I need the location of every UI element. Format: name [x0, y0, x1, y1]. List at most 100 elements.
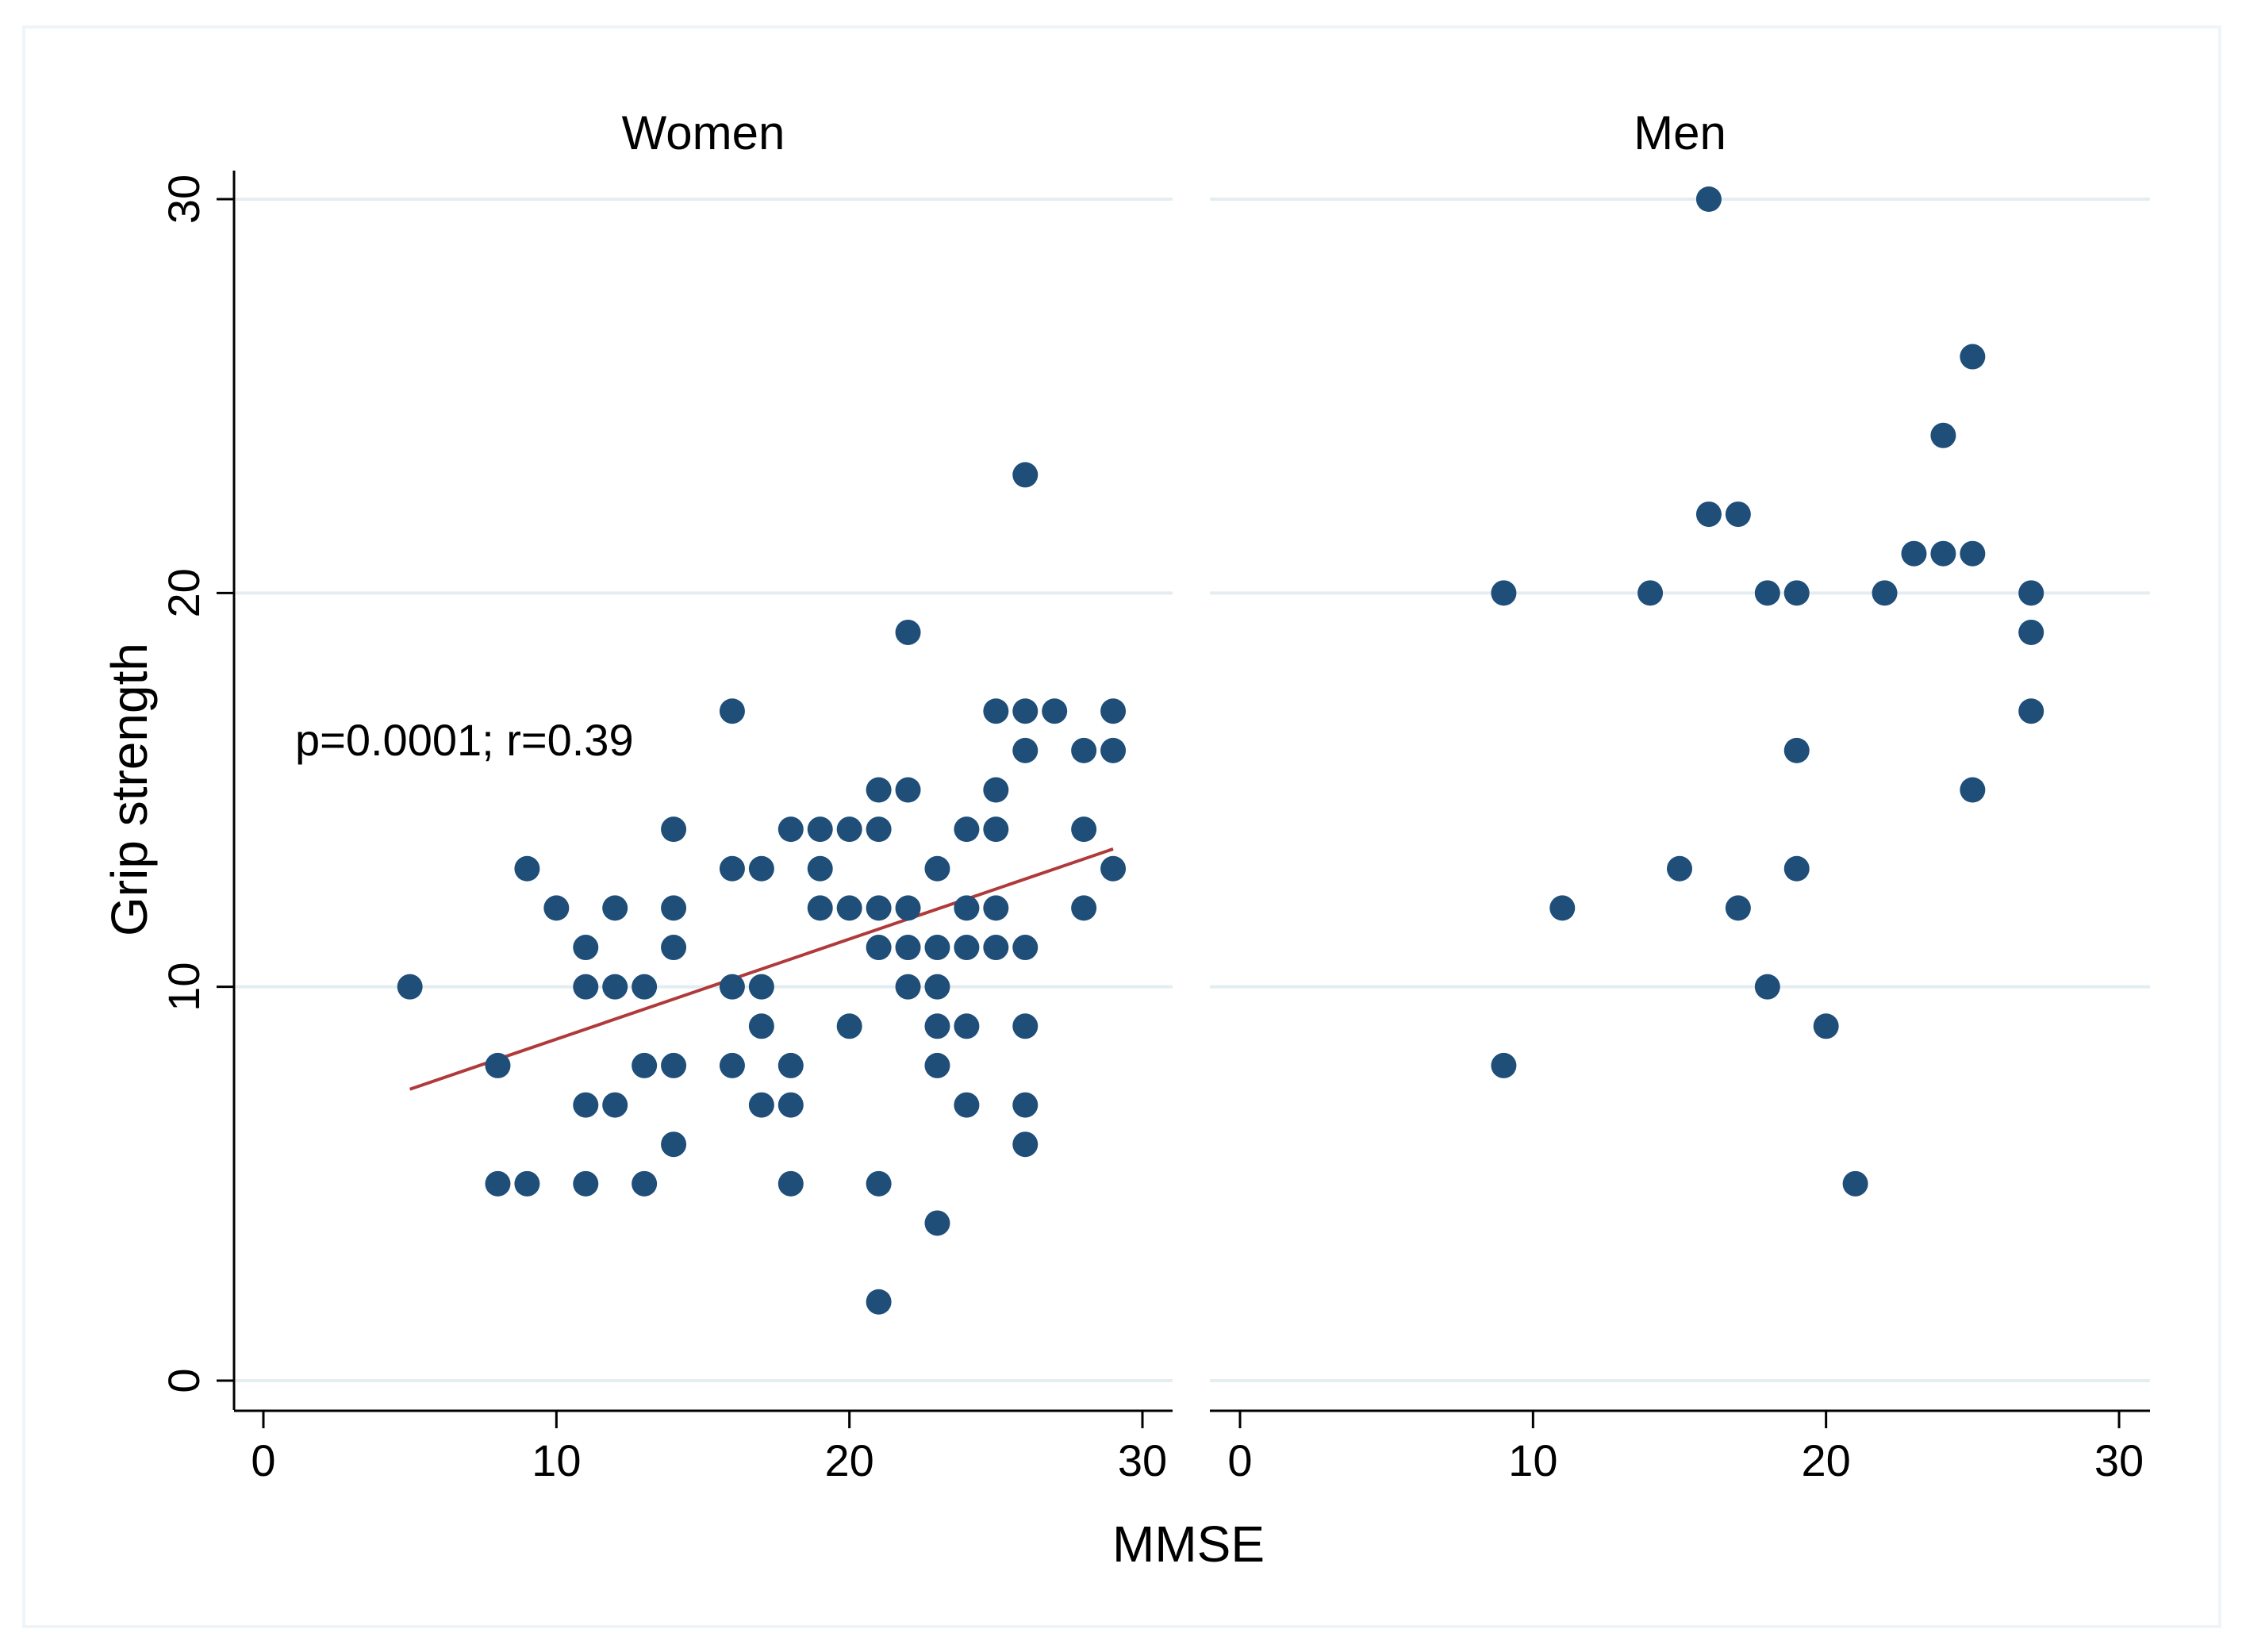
data-point	[514, 1170, 540, 1197]
data-point	[924, 1013, 950, 1039]
data-point	[777, 1052, 804, 1078]
data-point	[748, 1092, 774, 1118]
data-point	[1100, 855, 1127, 882]
data-point	[573, 1170, 599, 1197]
data-point	[485, 1170, 511, 1197]
data-point	[397, 974, 423, 1000]
panel-title-men: Men	[1634, 106, 1726, 159]
data-point	[866, 935, 892, 961]
data-point	[1637, 580, 1664, 606]
panel-title-women: Women	[622, 106, 785, 159]
data-point	[602, 1092, 628, 1118]
panel-women: Women 0 10 20 30 0 10 20 30 p=0.0001; r=0.39	[159, 106, 1173, 1485]
data-point	[1100, 737, 1127, 763]
x-tick-label: 10	[1508, 1435, 1557, 1485]
data-point	[924, 974, 950, 1000]
data-point	[602, 974, 628, 1000]
data-point	[1960, 777, 1986, 803]
data-point	[807, 895, 833, 921]
data-point	[866, 1170, 892, 1197]
data-point	[1012, 1092, 1039, 1118]
data-point	[1071, 895, 1097, 921]
data-point	[1960, 344, 1986, 370]
data-point	[895, 895, 921, 921]
data-point	[748, 974, 774, 1000]
y-tick-label: 0	[159, 1368, 209, 1393]
data-point	[1491, 1052, 1517, 1078]
y-tick-label: 20	[159, 568, 209, 617]
data-point	[1012, 935, 1039, 961]
data-point	[719, 974, 745, 1000]
data-point	[719, 1052, 745, 1078]
fit-line	[409, 847, 1114, 1091]
data-point	[1549, 895, 1576, 921]
y-tick-label: 10	[159, 962, 209, 1012]
data-point	[1842, 1170, 1868, 1197]
data-point	[807, 855, 833, 882]
panels: Women 0 10 20 30 0 10 20 30 p=0.0001; r=0.39 Men 0 1…	[159, 106, 2150, 1485]
data-point	[954, 895, 980, 921]
data-point	[777, 1092, 804, 1118]
annotation-text: p=0.0001; r=0.39	[295, 715, 634, 765]
data-point	[777, 816, 804, 843]
data-point	[836, 895, 862, 921]
data-point	[1012, 737, 1039, 763]
data-point	[2018, 580, 2044, 606]
data-point	[2018, 698, 2044, 724]
x-tick-label: 20	[1802, 1435, 1851, 1485]
data-point	[866, 895, 892, 921]
data-point	[895, 974, 921, 1000]
data-point	[954, 1092, 980, 1118]
data-point	[719, 855, 745, 882]
data-point	[1783, 855, 1810, 882]
data-point	[1930, 422, 1956, 448]
data-point	[1012, 462, 1039, 488]
data-point	[924, 1052, 950, 1078]
data-point	[661, 816, 687, 843]
data-point	[983, 935, 1009, 961]
data-point	[807, 816, 833, 843]
data-point	[895, 935, 921, 961]
data-point	[866, 1289, 892, 1315]
data-point	[661, 1052, 687, 1078]
data-point	[1725, 895, 1751, 921]
data-point	[836, 816, 862, 843]
data-point	[1042, 698, 1068, 724]
data-point	[2018, 619, 2044, 645]
x-tick-label: 30	[2094, 1435, 2144, 1485]
data-point	[602, 895, 628, 921]
data-point	[719, 698, 745, 724]
data-point	[1100, 698, 1127, 724]
data-point	[1071, 816, 1097, 843]
data-point	[924, 935, 950, 961]
data-point	[1695, 186, 1722, 212]
data-point	[983, 777, 1009, 803]
data-point	[954, 816, 980, 843]
data-point	[573, 974, 599, 1000]
data-point	[954, 1013, 980, 1039]
data-point	[1491, 580, 1517, 606]
data-point	[748, 855, 774, 882]
data-point	[1071, 737, 1097, 763]
x-tick-label: 10	[532, 1435, 581, 1485]
data-point	[632, 1170, 658, 1197]
data-point	[895, 777, 921, 803]
data-point	[632, 974, 658, 1000]
data-point	[1783, 737, 1810, 763]
data-point	[1695, 501, 1722, 528]
data-point	[1813, 1013, 1839, 1039]
data-point	[1872, 580, 1898, 606]
data-point	[866, 777, 892, 803]
chart-frame	[22, 25, 2221, 1628]
data-point	[983, 816, 1009, 843]
data-point	[661, 935, 687, 961]
data-point	[514, 855, 540, 882]
data-point	[866, 816, 892, 843]
data-point	[1783, 580, 1810, 606]
y-tick-label: 30	[159, 175, 209, 224]
data-point	[983, 895, 1009, 921]
data-point	[661, 1131, 687, 1158]
data-point	[895, 619, 921, 645]
data-point	[954, 935, 980, 961]
